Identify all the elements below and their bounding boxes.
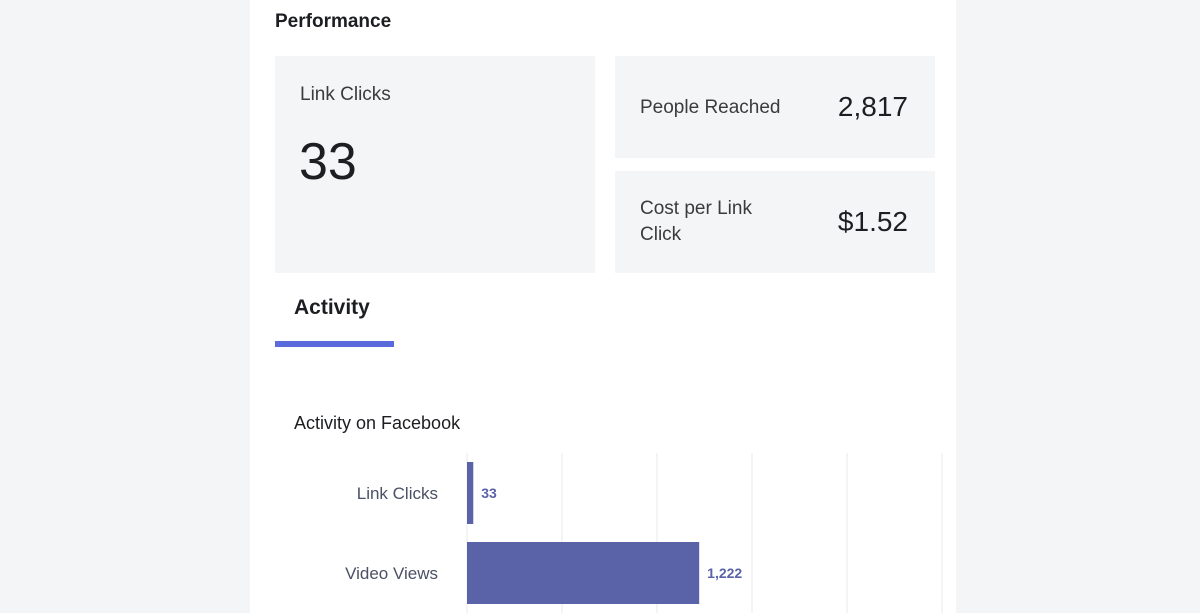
performance-title: Performance: [275, 11, 392, 32]
tab-active-indicator: [275, 341, 394, 347]
performance-panel: Performance Link Clicks 33 People Reache…: [250, 0, 956, 613]
bar-value-label: 1,222: [707, 565, 742, 581]
cost-per-link-click-card: Cost per Link Click $1.52: [615, 171, 935, 273]
bar-video-views: [467, 542, 700, 604]
people-reached-label: People Reached: [640, 97, 781, 118]
bar-value-label: 33: [481, 485, 497, 501]
category-label: Video Views: [345, 564, 438, 583]
tab-activity[interactable]: Activity: [275, 290, 394, 347]
bar-link-clicks: [467, 462, 474, 524]
cost-per-link-click-value: $1.52: [837, 206, 908, 237]
link-clicks-card: Link Clicks 33: [275, 56, 595, 273]
chart-title: Activity on Facebook: [294, 413, 461, 433]
cost-per-link-click-label: Cost per Link Click: [640, 198, 752, 245]
link-clicks-label: Link Clicks: [300, 84, 391, 105]
tab-activity-label: Activity: [294, 296, 370, 319]
activity-bar-chart: Link Clicks 33 Video Views 1,222: [345, 453, 943, 613]
category-label: Link Clicks: [357, 484, 438, 503]
link-clicks-value: 33: [299, 133, 357, 191]
people-reached-value: 2,817: [837, 91, 908, 122]
people-reached-card: People Reached 2,817: [615, 56, 935, 158]
